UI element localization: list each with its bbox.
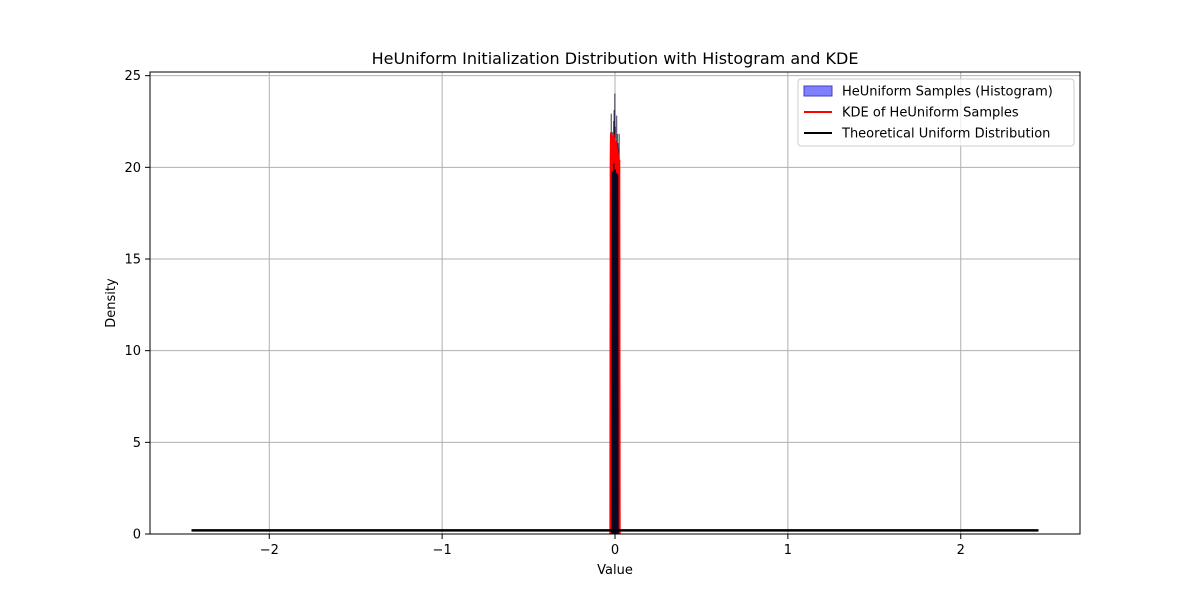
x-tick-label: 1: [784, 543, 792, 558]
x-tick-label: −2: [260, 543, 279, 558]
legend-label: Theoretical Uniform Distribution: [841, 127, 1050, 142]
y-tick-label: 20: [124, 161, 141, 176]
kde-line: [609, 132, 621, 535]
legend: HeUniform Samples (Histogram) KDE of HeUn…: [797, 78, 1075, 147]
y-tick-label: 5: [133, 436, 141, 451]
legend-swatch-histogram: [803, 85, 833, 97]
y-tick-label: 0: [133, 528, 141, 543]
y-tick-label: 15: [124, 253, 141, 268]
x-tick-label: −1: [433, 543, 452, 558]
x-tick-label: 0: [611, 543, 619, 558]
chart-title: HeUniform Initialization Distribution wi…: [372, 49, 859, 68]
y-tick-label: 25: [124, 69, 141, 84]
y-axis-label: Density: [104, 278, 119, 328]
y-tick-label: 10: [124, 344, 141, 359]
x-tick-label: 2: [957, 543, 965, 558]
legend-box: [797, 78, 1075, 147]
x-axis-ticks: −2 −1 0 1 2: [260, 534, 965, 558]
x-axis-label: Value: [597, 563, 633, 578]
kde-series: [609, 132, 621, 535]
legend-label: KDE of HeUniform Samples: [842, 106, 1019, 121]
y-axis-ticks: 0 5 10 15 20 25: [124, 69, 150, 543]
legend-label: HeUniform Samples (Histogram): [842, 85, 1053, 100]
